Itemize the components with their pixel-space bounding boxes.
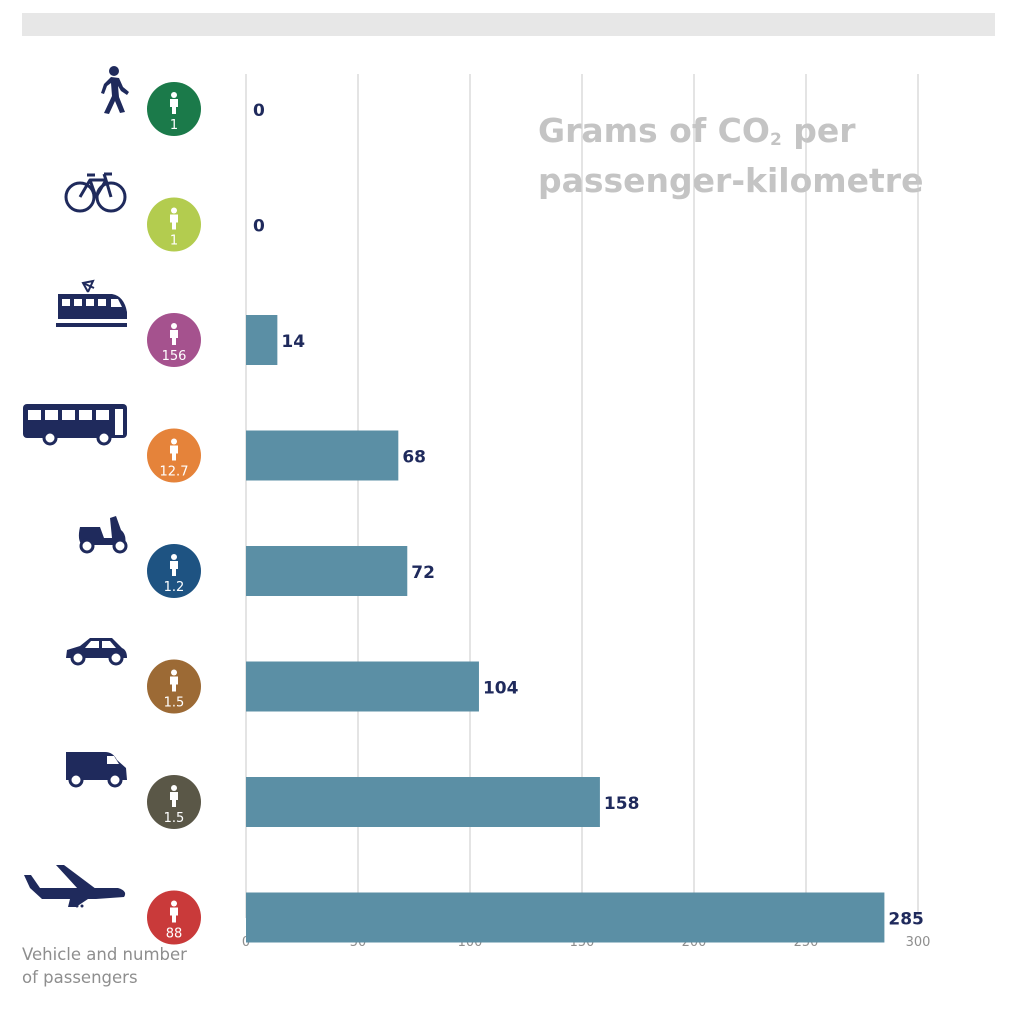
passenger-badge: 1 xyxy=(147,82,201,136)
x-tick-label: 300 xyxy=(906,935,931,950)
airplane-icon xyxy=(24,865,126,908)
bar-value-label: 0 xyxy=(253,101,265,121)
passenger-count: 88 xyxy=(166,927,183,942)
train-icon xyxy=(56,279,127,327)
bar-value-label: 0 xyxy=(253,217,265,237)
bar xyxy=(246,777,600,827)
passenger-badge: 1 xyxy=(147,197,201,252)
passenger-count: 1.2 xyxy=(164,580,185,595)
bar xyxy=(246,892,885,943)
bar-value-label: 68 xyxy=(402,448,426,468)
bicycle-icon xyxy=(64,172,127,213)
passenger-count: 1.5 xyxy=(164,696,185,711)
bar xyxy=(246,315,278,365)
passenger-count: 12.7 xyxy=(160,465,189,480)
passenger-badge: 12.7 xyxy=(147,428,201,483)
bar-value-label: 14 xyxy=(281,332,305,352)
passenger-count: 1 xyxy=(170,118,178,133)
top-band xyxy=(22,13,995,36)
passenger-badge: 1.5 xyxy=(147,659,201,714)
y-axis-label: Vehicle and number of passengers xyxy=(22,945,187,987)
bar-value-label: 158 xyxy=(604,794,640,814)
passenger-count: 156 xyxy=(162,349,187,364)
passenger-badge: 1.5 xyxy=(147,775,201,829)
bar xyxy=(246,661,479,712)
bus-icon xyxy=(23,404,127,446)
passenger-count: 1.5 xyxy=(164,811,185,826)
scooter-icon xyxy=(78,516,128,554)
passenger-badge: 88 xyxy=(147,890,201,945)
passenger-count: 1 xyxy=(170,234,178,249)
bar-value-label: 285 xyxy=(888,910,924,930)
van-icon xyxy=(66,752,127,788)
walking-person-icon xyxy=(101,66,129,114)
bar xyxy=(246,546,408,596)
bar-value-label: 72 xyxy=(411,563,435,583)
bar xyxy=(246,430,399,481)
passenger-badge: 156 xyxy=(147,313,201,367)
chart-title: Grams of CO2 per passenger-kilometre xyxy=(538,111,924,200)
passenger-badge: 1.2 xyxy=(147,544,201,598)
car-icon xyxy=(66,638,127,666)
bar-value-label: 104 xyxy=(483,679,519,699)
